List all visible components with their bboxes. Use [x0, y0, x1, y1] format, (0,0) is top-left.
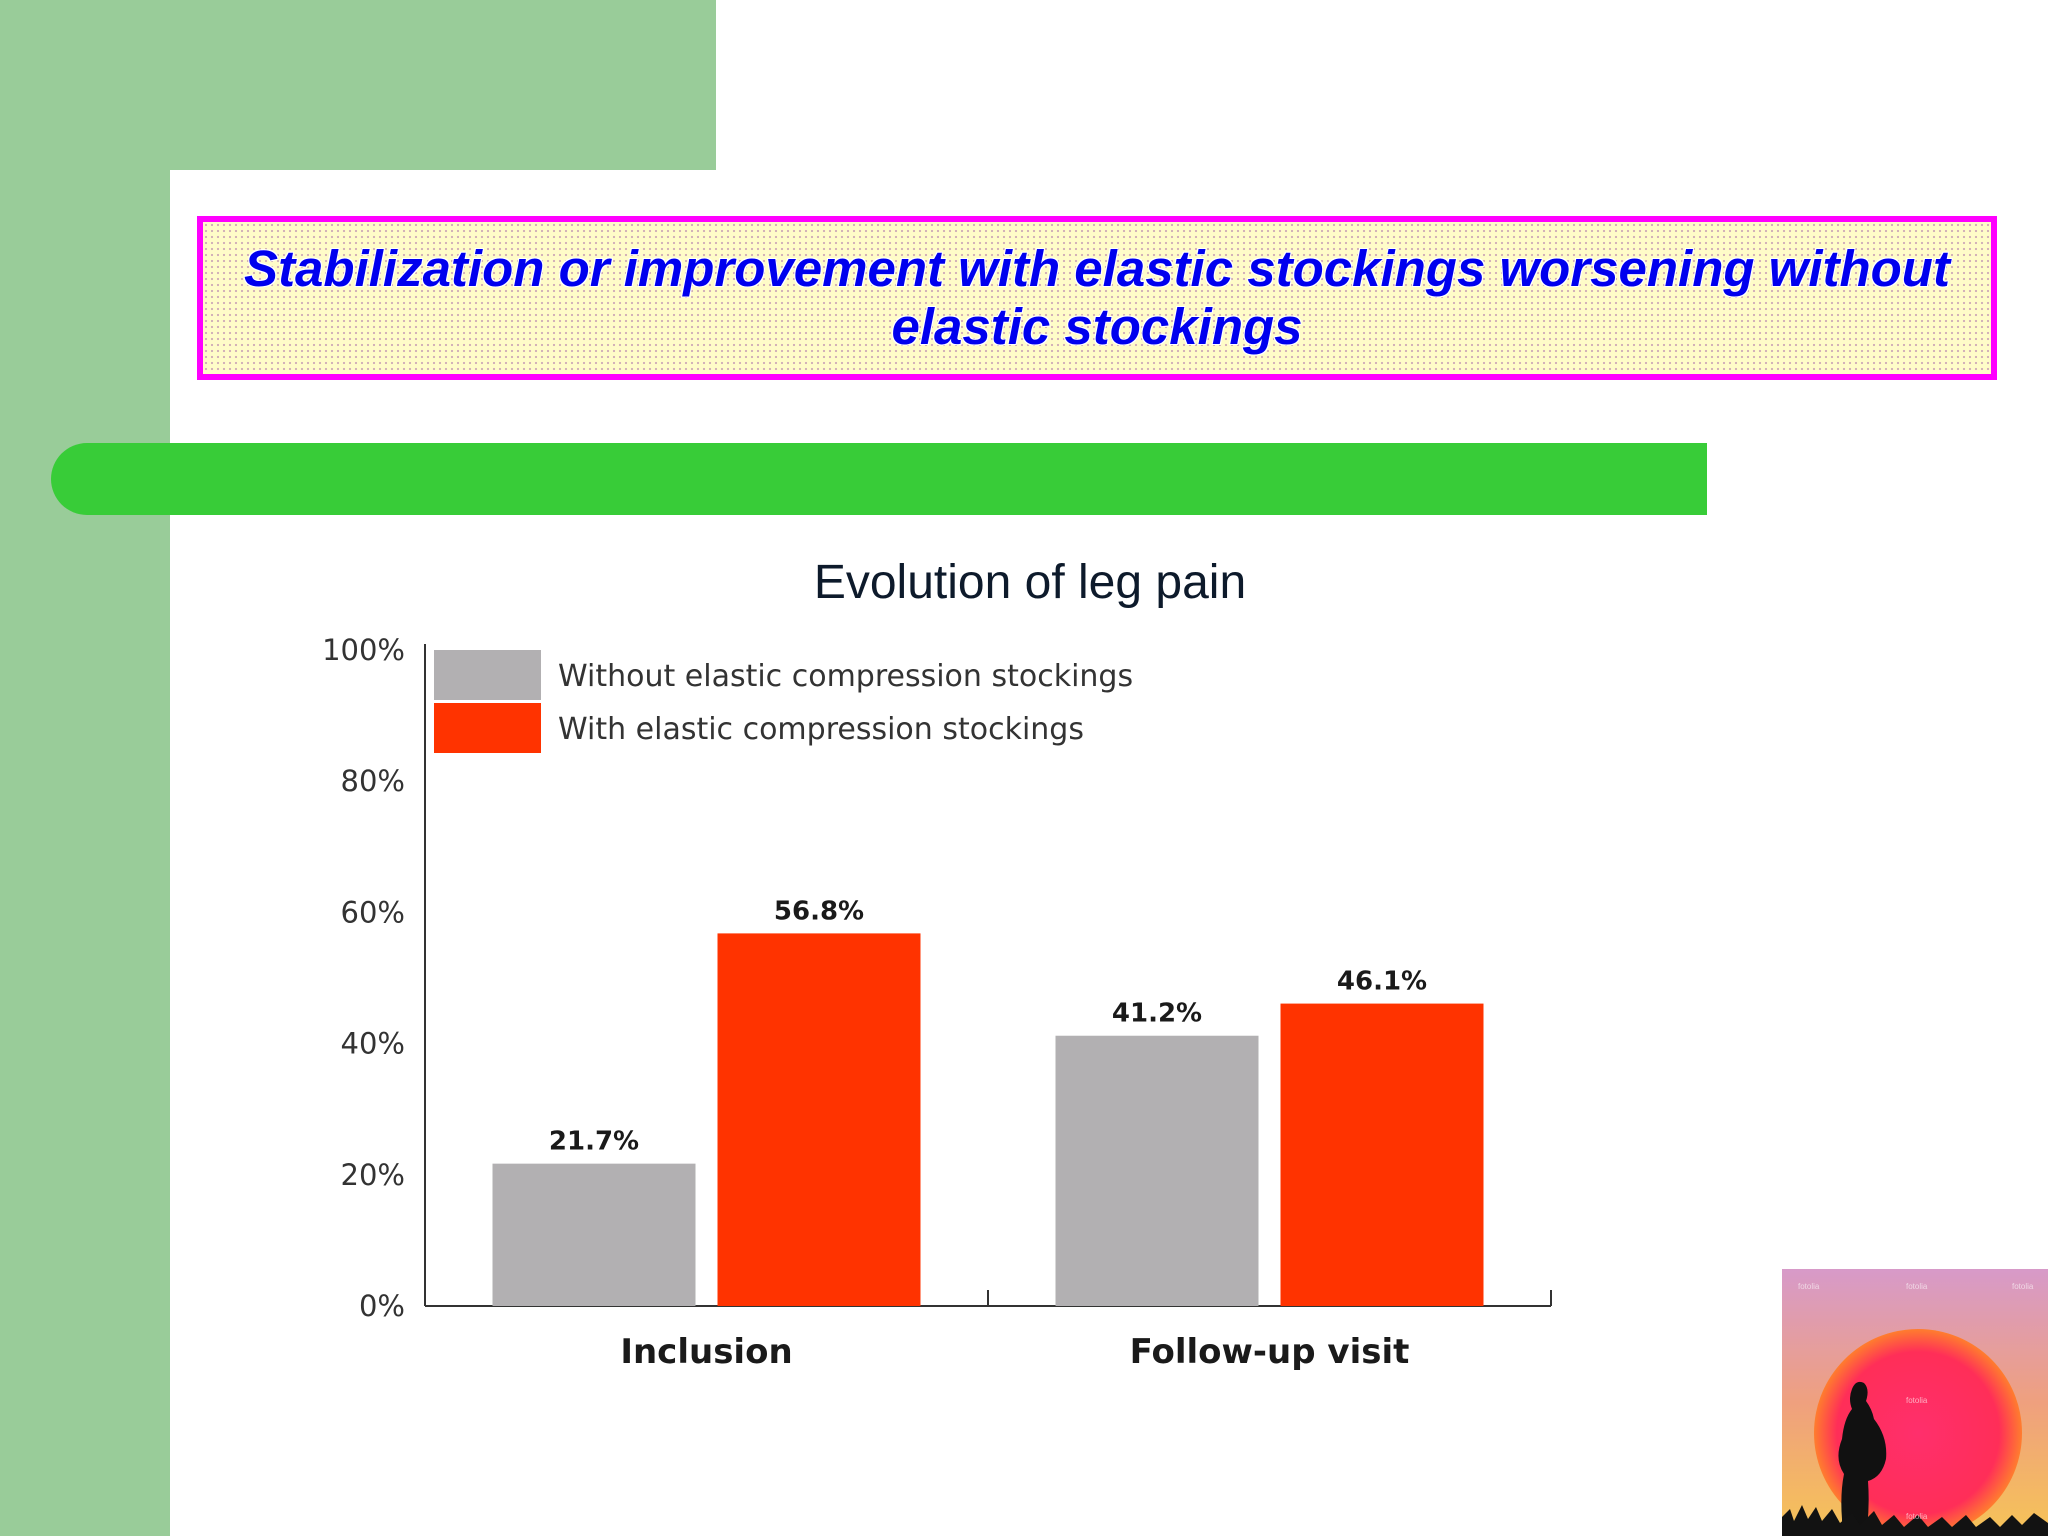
- legend-swatch: [434, 703, 541, 753]
- watermark-text: fotolia: [2012, 1282, 2034, 1291]
- legend-label: With elastic compression stockings: [558, 712, 1084, 747]
- pregnant-woman-sunset-photo: fotolia fotolia fotolia fotolia fotolia: [1782, 1269, 2048, 1536]
- bar-with-stockings: [1280, 1003, 1484, 1306]
- watermark-text: fotolia: [1906, 1512, 1928, 1521]
- content-card: [170, 170, 2048, 1536]
- bar-without-stockings: [492, 1163, 696, 1306]
- top-panel: [0, 0, 716, 170]
- green-band: [51, 443, 1707, 515]
- watermark-text: fotolia: [1906, 1396, 1928, 1405]
- data-label: 46.1%: [1337, 967, 1427, 997]
- bar-without-stockings: [1055, 1035, 1259, 1306]
- y-tick-label: 0%: [359, 1289, 405, 1323]
- watermark-text: fotolia: [1798, 1282, 1820, 1291]
- data-label: 21.7%: [549, 1127, 639, 1157]
- x-category-label: Inclusion: [620, 1332, 792, 1372]
- data-label: 41.2%: [1112, 999, 1202, 1029]
- chart-plot-area: 0% 20% 40% 60% 80% 100% 21.7% 56.8% Inclusion 41.…: [322, 633, 1552, 1372]
- bar-with-stockings: [717, 933, 921, 1306]
- chart-title: Evolution of leg pain: [813, 556, 1247, 609]
- x-category-label: Follow-up visit: [1130, 1332, 1410, 1372]
- data-label: 56.8%: [774, 896, 864, 926]
- y-tick-label: 80%: [341, 764, 405, 798]
- watermark-text: fotolia: [1906, 1282, 1928, 1291]
- side-panel: [0, 0, 170, 1536]
- y-tick-label: 100%: [322, 633, 405, 667]
- y-tick-label: 20%: [341, 1158, 405, 1192]
- legend-label: Without elastic compression stockings: [558, 659, 1133, 694]
- y-tick-label: 40%: [341, 1027, 405, 1061]
- legend-swatch: [434, 650, 541, 700]
- slide-title: Stabilization or improvement with elasti…: [244, 240, 1950, 355]
- title-box: Stabilization or improvement with elasti…: [197, 216, 1997, 380]
- y-tick-label: 60%: [341, 895, 405, 929]
